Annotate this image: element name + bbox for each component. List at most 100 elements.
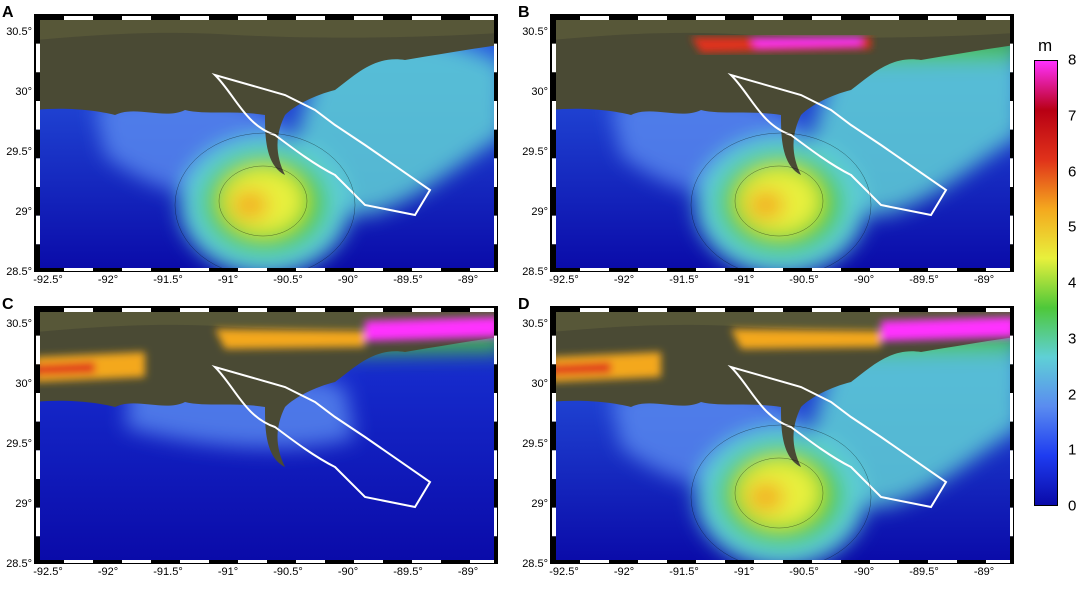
x-tick-label: -91.5° [153,566,183,578]
frame-segment-top [551,15,580,20]
x-tick-label: -91.5° [153,274,183,286]
frame-segment-top [899,307,928,312]
frame-segment-top [383,307,412,312]
frame-segment-right [1010,479,1013,508]
frame-segment-top [470,307,497,312]
frame-segment-right [1010,393,1013,422]
frame-segment-right [1010,307,1013,336]
frame-segment-top [151,307,180,312]
y-tick-label: 29° [15,498,32,510]
frame-segment-top [667,15,696,20]
frame-segment-bottom [64,560,93,563]
frame-segment-top [441,15,470,20]
panel-label-a: A [2,4,14,21]
x-tick-label: -90.5° [789,274,819,286]
frame-segment-bottom [64,268,93,271]
frame-segment-left [35,101,40,130]
frame-segment-bottom [551,560,580,563]
x-tick-label: -91° [217,566,239,578]
x-tick-label: -90° [853,566,875,578]
coastal-surge [551,317,1013,382]
frame-segment-top [64,15,93,20]
y-tick-label: 30° [531,86,548,98]
contour-2m [690,424,872,563]
frame-segment-right [1010,72,1013,101]
frame-segment-top [667,307,696,312]
frame-segment-top [928,307,957,312]
frame-segment-right [1010,215,1013,245]
y-tick-label: 30.5° [522,26,548,38]
coastal-magenta [751,37,861,47]
y-tick-label: 29.5° [6,438,32,450]
x-tick-label: -89.5° [393,566,423,578]
x-tick-label: -92° [613,274,635,286]
levee-line [211,364,432,509]
frame-segment-top [354,15,383,20]
frame-segment-top [725,307,754,312]
x-tick-label: -90° [853,274,875,286]
frame-segment-top [609,307,638,312]
x-tick-label: -90.5° [273,274,303,286]
levee-line [727,364,948,509]
frame-segment-bottom [580,268,609,271]
frame-segment-bottom [122,560,151,563]
frame-segment-top [580,307,609,312]
frame-segment-left [35,364,40,393]
frame-segment-top [267,307,296,312]
frame-segment-top [296,307,325,312]
frame-segment-top [580,15,609,20]
frame-segment-right [1010,507,1013,537]
frame-segment-left [35,43,40,73]
frame-segment-top [325,307,354,312]
land-upland [551,15,1013,40]
frame-segment-bottom [841,268,870,271]
frame-segment-bottom [35,268,64,271]
frame-segment-left [551,507,556,537]
frame-segment-left [551,479,556,508]
map-frame [551,15,1013,271]
coastal-orange-central [731,329,881,349]
frame-segment-bottom [325,560,354,563]
frame-segment-top [296,15,325,20]
frame-segment-top [412,15,441,20]
frame-segment-top [93,15,122,20]
map-canvas [35,15,497,271]
frame-segment-top [899,15,928,20]
frame-segment-right [1010,187,1013,216]
frame-segment-bottom [725,268,754,271]
y-tick-label: 29.5° [522,146,548,158]
frame-border [35,307,497,563]
frame-segment-left [35,187,40,216]
frame-segment-right [494,43,497,73]
frame-segment-bottom [325,268,354,271]
contour-4m [734,165,824,237]
frame-segment-bottom [296,560,325,563]
frame-segment-bottom [609,268,638,271]
frame-segment-bottom [783,560,812,563]
frame-segment-top [928,15,957,20]
y-tick-label: 28.5° [522,558,548,570]
frame-segment-bottom [470,268,497,271]
map-canvas [551,307,1013,563]
frame-segment-bottom [209,560,238,563]
land-shape [35,307,497,467]
panel-label-c: C [2,296,14,313]
frame-segment-bottom [812,268,841,271]
surge-field [95,32,497,271]
frame-segment-right [494,536,497,563]
surge-level-5 [748,483,784,511]
frame-segment-right [494,15,497,44]
frame-segment-left [551,393,556,422]
frame-segment-bottom [35,560,64,563]
frame-segment-bottom [412,560,441,563]
x-tick-label: -89° [457,274,479,286]
frame-segment-top [441,307,470,312]
frame-segment-right [494,421,497,451]
frame-segment-top [122,15,151,20]
frame-segment-top [470,15,497,20]
frame-segment-left [35,215,40,245]
y-tick-label: 29° [531,498,548,510]
x-tick-label: -90.5° [789,566,819,578]
frame-segment-bottom [638,268,667,271]
frame-segment-right [494,215,497,245]
